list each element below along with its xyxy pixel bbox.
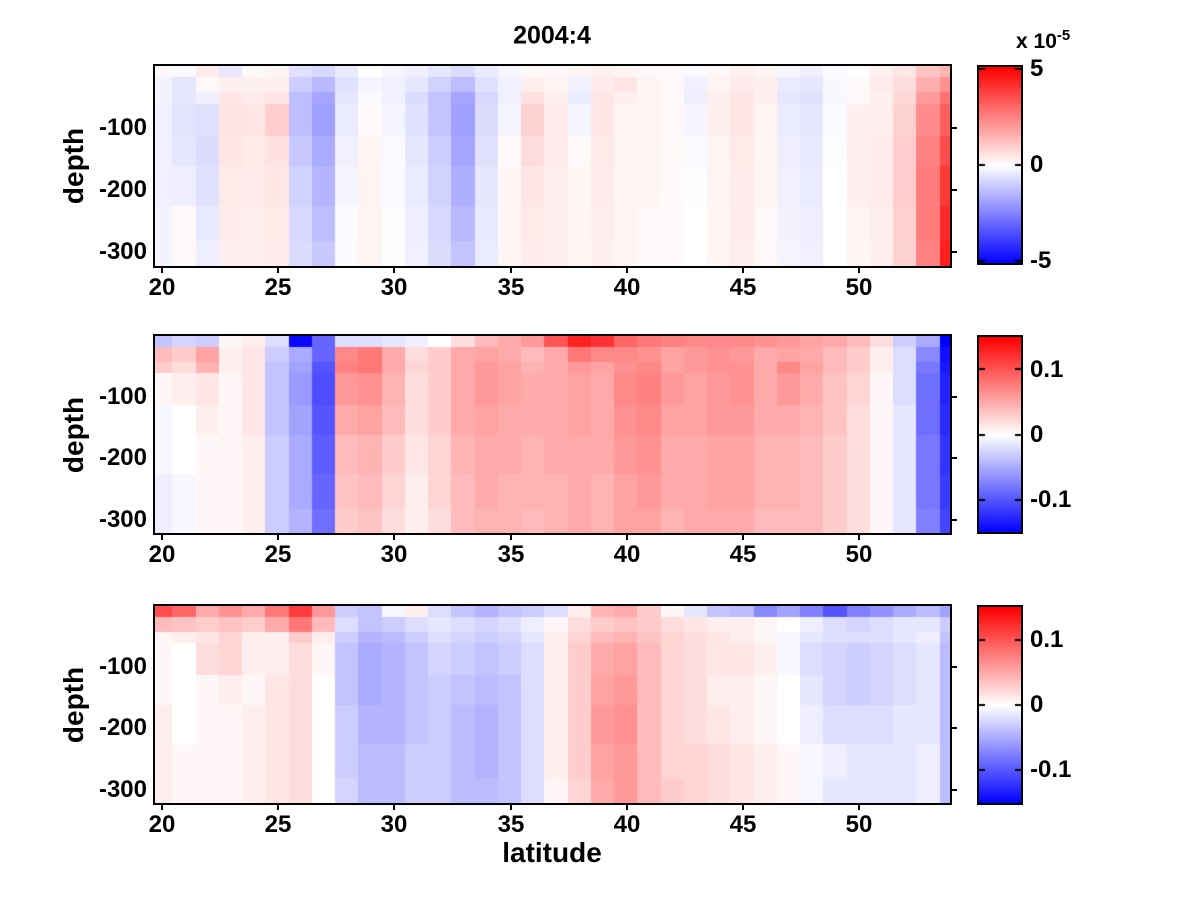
x-tick-mark [161,805,163,810]
x-tick-mark [161,535,163,540]
x-tick-mark [510,535,512,540]
x-tick-label: 35 [497,541,525,568]
x-tick-mark [742,805,744,810]
y-tick-mark [952,727,957,729]
x-tick-label: 45 [729,541,757,568]
y-tick-label: -100 [98,114,147,141]
x-tick-label: 50 [845,811,873,838]
heatmap-w-canvas [153,64,952,268]
y-tick-mark [952,251,957,253]
colorbar-tick-label: 0 [1030,151,1044,178]
x-tick-label: 40 [613,274,641,301]
y-tick-mark [952,396,957,398]
x-tick-mark [277,268,279,273]
colorbar-tick-label: 0.1 [1030,356,1064,383]
y-tick-label: -300 [98,506,147,533]
y-tick-label: -300 [98,776,147,803]
x-tick-mark [858,805,860,810]
x-tick-label: 35 [497,811,525,838]
colorbar-tick-label: 5 [1030,55,1044,82]
x-tick-label: 25 [264,811,292,838]
x-tick-mark [277,535,279,540]
colorbar-v-canvas [977,605,1023,805]
x-tick-mark [858,268,860,273]
x-tick-label: 25 [264,274,292,301]
y-tick-label: -200 [98,444,147,471]
colorbar-u-canvas [977,335,1023,534]
x-tick-mark [742,535,744,540]
colorbar-exponent-prefix: x 10 [1016,30,1057,53]
x-tick-mark [510,268,512,273]
y-tick-label: -300 [98,238,147,265]
x-tick-label: 30 [380,274,408,301]
x-tick-label: 30 [380,811,408,838]
x-tick-label: 50 [845,274,873,301]
x-tick-mark [626,805,628,810]
colorbar-tick-label: -0.1 [1030,486,1072,513]
y-tick-mark [952,189,957,191]
x-tick-mark [510,805,512,810]
colorbar-tick-label: -0.1 [1030,756,1072,783]
colorbar-tick-label: 0 [1030,421,1044,448]
x-tick-mark [277,805,279,810]
x-tick-mark [626,535,628,540]
x-tick-label: 50 [845,541,873,568]
x-tick-mark [626,268,628,273]
y-tick-label: -200 [98,176,147,203]
colorbar-tick-label: 0 [1030,691,1044,718]
figure-title: 2004:4 [513,21,591,50]
x-tick-label: 40 [613,811,641,838]
colorbar-tick-label: 0.1 [1030,626,1064,653]
x-tick-mark [161,268,163,273]
x-tick-label: 20 [148,811,176,838]
x-tick-label: 20 [148,274,176,301]
x-axis-label: latitude [502,837,602,868]
y-tick-mark [952,519,957,521]
y-tick-mark [952,127,957,129]
colorbar-exponent-power: -5 [1056,27,1071,44]
x-tick-label: 25 [264,541,292,568]
y-tick-label: -100 [98,653,147,680]
x-tick-label: 30 [380,541,408,568]
x-tick-label: 40 [613,541,641,568]
x-tick-mark [742,268,744,273]
x-tick-mark [858,535,860,540]
x-tick-mark [393,805,395,810]
x-tick-mark [393,535,395,540]
x-tick-mark [393,268,395,273]
x-tick-label: 35 [497,274,525,301]
y-tick-label: -100 [98,383,147,410]
x-tick-label: 20 [148,541,176,568]
y-tick-mark [952,457,957,459]
colorbar-w-canvas [977,65,1023,265]
x-tick-label: 45 [729,811,757,838]
colorbar-tick-label: -5 [1030,247,1052,274]
y-tick-mark [952,789,957,791]
y-tick-label: -200 [98,714,147,741]
heatmap-v-canvas [153,604,952,805]
x-tick-label: 45 [729,274,757,301]
y-tick-mark [952,666,957,668]
colorbar-exponent: x 10-5 [1016,27,1070,54]
heatmap-u-canvas [153,334,952,535]
